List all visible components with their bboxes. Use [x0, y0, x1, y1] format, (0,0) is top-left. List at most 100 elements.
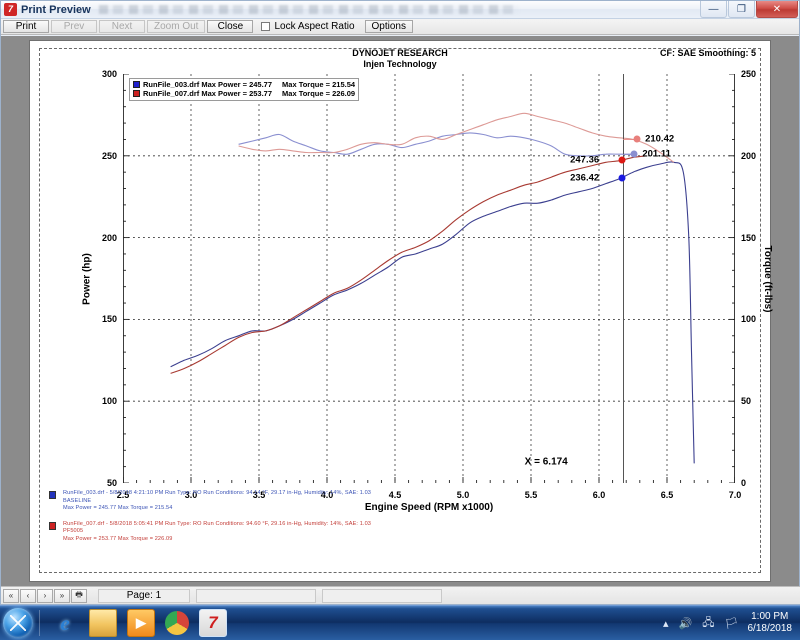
run-info-line-2: BASELINE [63, 497, 92, 504]
run-info-block: RunFile_003.drf - 5/8/2018 4:21:10 PM Ru… [49, 490, 756, 513]
x-tick-label: 2.5 [116, 490, 130, 500]
taskbar-divider [39, 610, 40, 636]
lock-aspect-ratio-checkbox[interactable]: Lock Aspect Ratio [255, 19, 364, 34]
y-tick-label: 200 [101, 232, 117, 243]
plot-area: 50 100 150 200 250 300 0 50 100 150 200 250 2.5 3.0 3.… [81, 69, 773, 513]
run-swatch-icon [49, 491, 56, 499]
x-tick-label: 5.0 [456, 490, 470, 500]
internet-explorer-icon[interactable]: e [60, 610, 70, 635]
run1-torque-readout-leader [622, 153, 635, 155]
file-explorer-icon[interactable] [89, 609, 117, 637]
correction-factor-note: CF: SAE Smoothing: 5 [660, 48, 756, 58]
close-preview-button[interactable]: Close [207, 20, 254, 33]
y2-tick-label: 250 [741, 69, 757, 79]
grid-and-curves [123, 74, 735, 483]
status-panel-1 [196, 588, 316, 603]
legend-swatch-icon [133, 81, 140, 88]
dyno-chart: DYNOJET RESEARCH Injen Technology CF: SA… [30, 41, 773, 581]
run-info-line-1: RunFile_007.drf - 5/8/2018 5:05:41 PM Ru… [63, 520, 371, 527]
run-info-line-3: Max Power = 245.77 Max Torque = 215.54 [63, 505, 173, 511]
cursor-line[interactable] [622, 74, 624, 483]
run2-power-readout-leader [622, 160, 623, 162]
legend-power-text: RunFile_003.drf Max Power = 245.77 [143, 80, 273, 89]
zoom-out-button[interactable]: Zoom Out [147, 20, 206, 33]
run-info-list: RunFile_003.drf - 5/8/2018 4:21:10 PM Ru… [49, 490, 756, 551]
run1-torque-readout: 201.11 [642, 148, 671, 160]
next-page-nav-button[interactable]: › [37, 588, 53, 603]
show-hidden-icons-icon[interactable]: ▴ [663, 617, 669, 630]
x-tick-label: 6.5 [660, 490, 674, 500]
window-controls: — ❐ ✕ [699, 1, 798, 18]
y2-tick-label: 150 [741, 232, 757, 243]
y-tick-label: 100 [101, 396, 117, 407]
checkbox-box[interactable] [261, 22, 271, 31]
run-info-line-1: RunFile_003.drf - 5/8/2018 4:21:10 PM Ru… [63, 490, 371, 496]
printed-page-sheet: DYNOJET RESEARCH Injen Technology CF: SA… [29, 40, 773, 582]
maximize-button[interactable]: ❐ [728, 1, 755, 18]
print-preview-window: 7 Print Preview — ❐ ✕ Print Prev Next Zo… [0, 0, 800, 605]
legend-torque-text: Max Torque = 215.54 [282, 80, 356, 89]
legend-power-text: RunFile_007.drf Max Power = 253.77 [143, 89, 273, 98]
run1-power-readout: 236.42 [570, 172, 600, 184]
media-player-icon[interactable]: ▶ [127, 609, 155, 637]
preview-statusbar: « ‹ › » 🖶 Page: 1 [1, 586, 800, 604]
start-button-icon[interactable] [3, 608, 33, 638]
cursor-x-readout: X = 6.174 [524, 456, 568, 468]
window-titlebar: 7 Print Preview — ❐ ✕ [1, 1, 799, 19]
lock-aspect-ratio-label: Lock Aspect Ratio [274, 21, 355, 32]
plot-border [123, 74, 735, 483]
clock-time: 1:00 PM [751, 611, 789, 622]
legend-torque-text: Max Torque = 226.09 [282, 89, 356, 98]
dynojet-app-icon[interactable]: 7 [199, 609, 227, 637]
run2-torque-readout-marker[interactable] [633, 135, 641, 143]
y-tick-label: 150 [101, 314, 117, 325]
taskbar-clock[interactable]: 1:00 PM 6/18/2018 [744, 611, 800, 635]
first-page-button[interactable]: « [3, 588, 19, 603]
chart-subtitle: Injen Technology [363, 59, 437, 69]
y2-tick-label: 0 [741, 478, 747, 488]
run1-torque-readout-marker[interactable] [630, 150, 638, 158]
next-page-button[interactable]: Next [99, 20, 145, 33]
chrome-icon[interactable] [165, 611, 189, 635]
legend-row: RunFile_007.drf Max Power = 253.77 Max To… [133, 89, 355, 98]
y2-tick-label: 100 [741, 314, 757, 325]
options-button[interactable]: Options [364, 20, 413, 33]
chart-legend: RunFile_003.drf Max Power = 245.77 Max To… [129, 78, 360, 101]
y2-axis-label: Torque (ft-lbs) [761, 244, 773, 313]
print-page-icon[interactable]: 🖶 [71, 588, 87, 603]
x-tick-label: 6.0 [592, 490, 606, 500]
chart-title: DYNOJET RESEARCH [352, 48, 448, 58]
print-button[interactable]: Print [3, 20, 49, 33]
preview-page-area[interactable]: DYNOJET RESEARCH Injen Technology CF: SA… [1, 36, 799, 586]
prev-page-button[interactable]: Prev [51, 20, 97, 33]
volume-icon[interactable]: 🔊 [678, 617, 693, 630]
window-title: Print Preview [21, 3, 91, 16]
run2-torque-readout: 210.42 [645, 133, 675, 145]
dynojet-icon: 7 [4, 3, 17, 16]
run2-torque-readout-leader [622, 138, 638, 140]
network-icon[interactable]: 🖧 [702, 616, 715, 629]
x-tick-label: 3.0 [184, 490, 198, 500]
y-tick-label: 50 [106, 478, 117, 488]
x-tick-label: 4.0 [320, 490, 334, 500]
window-title-path-blurred [98, 5, 519, 14]
action-center-icon[interactable]: 🏳 [724, 617, 739, 630]
clock-date: 6/18/2018 [747, 623, 793, 634]
x-tick-label: 4.5 [388, 490, 402, 500]
close-button[interactable]: ✕ [756, 1, 798, 18]
run1-power-readout-leader [622, 178, 623, 180]
prev-page-nav-button[interactable]: ‹ [20, 588, 36, 603]
legend-swatch-icon [133, 90, 140, 97]
run-info-line-2: PF5005 [63, 528, 84, 534]
run-info-block: RunFile_007.drf - 5/8/2018 5:05:41 PM Ru… [49, 521, 756, 544]
y-axis-label: Power (hp) [81, 252, 93, 305]
run2-power-readout: 247.36 [570, 154, 600, 166]
status-panel-2 [322, 588, 442, 603]
minimize-button[interactable]: — [700, 1, 727, 18]
run-info-line-3: Max Power = 253.77 Max Torque = 226.09 [63, 535, 173, 542]
y2-tick-label: 200 [741, 150, 757, 161]
page-indicator: Page: 1 [98, 588, 190, 603]
legend-row: RunFile_003.drf Max Power = 245.77 Max To… [133, 80, 355, 89]
x-tick-label: 3.5 [252, 490, 266, 500]
last-page-button[interactable]: » [54, 588, 70, 603]
